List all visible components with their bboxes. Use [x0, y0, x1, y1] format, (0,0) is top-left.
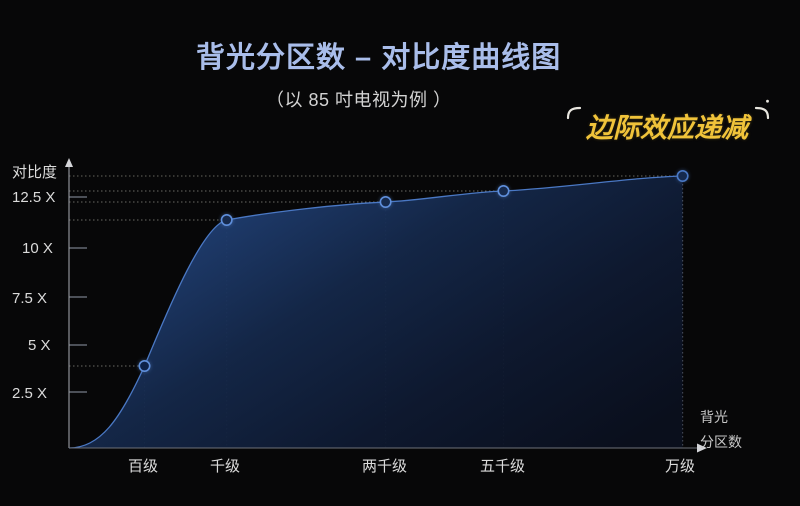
svg-text:万级: 万级 — [665, 458, 695, 475]
svg-text:背光: 背光 — [700, 409, 728, 425]
svg-text:百级: 百级 — [128, 458, 158, 475]
svg-text:千级: 千级 — [210, 458, 240, 475]
svg-text:12.5 X: 12.5 X — [12, 189, 55, 206]
svg-text:10 X: 10 X — [22, 240, 53, 257]
svg-text:对比度: 对比度 — [12, 164, 57, 181]
svg-text:2.5 X: 2.5 X — [12, 385, 47, 402]
svg-text:两千级: 两千级 — [362, 458, 407, 475]
svg-text:5 X: 5 X — [28, 337, 51, 354]
svg-text:五千级: 五千级 — [480, 458, 525, 475]
svg-text:分区数: 分区数 — [700, 434, 742, 450]
svg-text:7.5 X: 7.5 X — [12, 290, 47, 307]
